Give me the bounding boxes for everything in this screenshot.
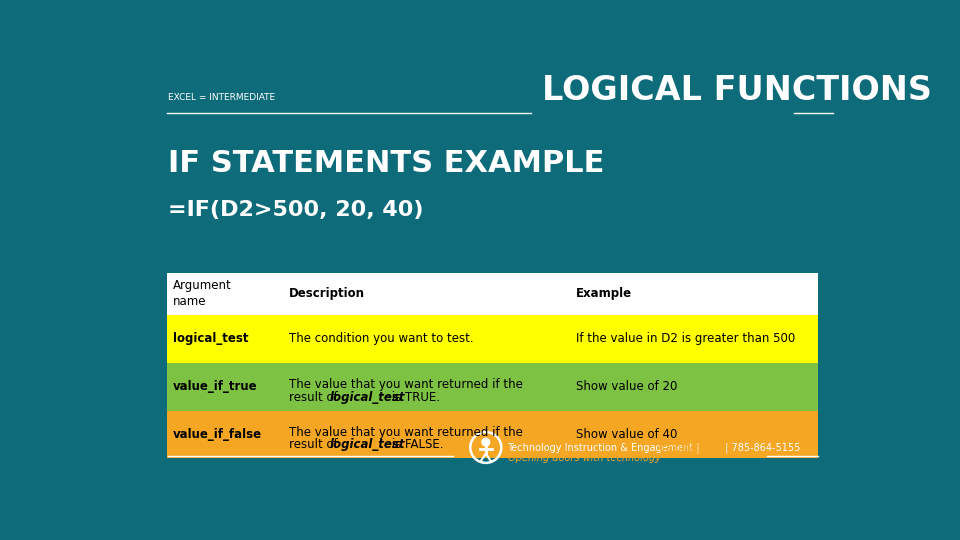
Text: training@ku.edu: training@ku.edu [660, 443, 740, 453]
Text: Show value of 20: Show value of 20 [576, 380, 677, 393]
Bar [166, 363, 818, 410]
Text: result of: result of [289, 390, 342, 403]
Text: Argument
name: Argument name [173, 279, 231, 308]
Text: The condition you want to test.: The condition you want to test. [289, 333, 473, 346]
Text: Show value of 40: Show value of 40 [576, 428, 677, 441]
Text: | 785-864-5155: | 785-864-5155 [722, 443, 800, 454]
Text: value_if_false: value_if_false [173, 428, 262, 441]
Circle shape [482, 438, 490, 446]
Text: logical_test: logical_test [173, 333, 249, 346]
Text: LOGICAL FUNCTIONS: LOGICAL FUNCTIONS [542, 74, 932, 107]
Bar [166, 315, 818, 363]
Text: EXCEL = INTERMEDIATE: EXCEL = INTERMEDIATE [168, 93, 276, 102]
Bar [166, 273, 818, 315]
Text: Technology Instruction & Engagement |: Technology Instruction & Engagement | [508, 443, 704, 454]
Bar [166, 410, 818, 458]
Text: Opening doors with technology: Opening doors with technology [508, 453, 660, 463]
Text: logical_test: logical_test [329, 390, 405, 403]
Text: The value that you want returned if the: The value that you want returned if the [289, 378, 523, 391]
Text: is FALSE.: is FALSE. [388, 438, 444, 451]
Text: Description: Description [289, 287, 365, 300]
Text: IF STATEMENTS EXAMPLE: IF STATEMENTS EXAMPLE [168, 150, 605, 179]
Text: result of: result of [289, 438, 342, 451]
Text: is TRUE.: is TRUE. [388, 390, 440, 403]
Text: Example: Example [576, 287, 632, 300]
Text: The value that you want returned if the: The value that you want returned if the [289, 426, 523, 439]
Text: =IF(D2>500, 20, 40): =IF(D2>500, 20, 40) [168, 200, 423, 220]
Text: If the value in D2 is greater than 500: If the value in D2 is greater than 500 [576, 333, 795, 346]
Text: logical_test: logical_test [329, 438, 405, 451]
Text: value_if_true: value_if_true [173, 380, 257, 393]
